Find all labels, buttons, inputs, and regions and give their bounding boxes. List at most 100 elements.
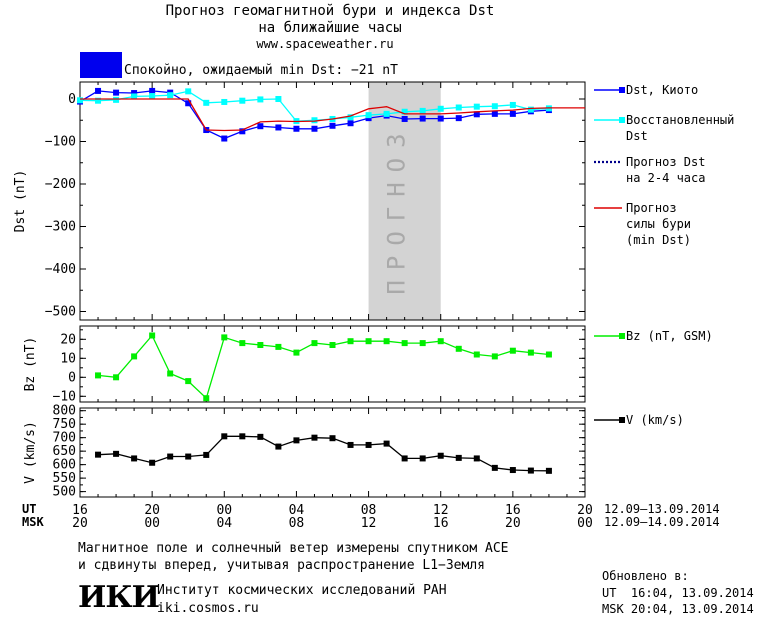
x-tick-label-ut: 20 bbox=[144, 503, 160, 518]
x-tick-label-ut: 12 bbox=[433, 503, 449, 518]
data-point bbox=[167, 453, 174, 460]
data-point bbox=[473, 351, 480, 358]
y-tick-label: 0 bbox=[68, 92, 76, 107]
institute-site[interactable]: iki.cosmos.ru bbox=[157, 601, 259, 616]
institute-name: Институт космических исследований РАН bbox=[157, 583, 447, 598]
x-tick-label-ut: 08 bbox=[361, 503, 377, 518]
data-point bbox=[131, 93, 138, 100]
x-tick-label-msk: 00 bbox=[144, 516, 160, 530]
data-point bbox=[527, 349, 534, 356]
data-point bbox=[401, 340, 408, 347]
data-point bbox=[149, 459, 156, 466]
x-tick-label-ut: 04 bbox=[289, 503, 305, 518]
x-tick-label-msk: 08 bbox=[289, 516, 305, 530]
status-color-swatch bbox=[80, 52, 122, 78]
data-point bbox=[95, 87, 102, 94]
y-tick-label: 0 bbox=[68, 370, 76, 385]
data-point bbox=[509, 467, 516, 474]
data-point bbox=[329, 342, 336, 348]
data-point bbox=[383, 110, 390, 117]
y-tick-label: 10 bbox=[60, 351, 76, 366]
data-point bbox=[491, 353, 498, 360]
series-line bbox=[97, 435, 549, 472]
data-point bbox=[419, 107, 426, 114]
series-line bbox=[80, 98, 585, 132]
y-tick-label: 650 bbox=[53, 444, 76, 459]
data-point bbox=[473, 111, 480, 118]
data-point bbox=[293, 437, 300, 444]
y-tick-label: 20 bbox=[60, 332, 76, 347]
data-point bbox=[95, 372, 102, 379]
updated-msk: MSK 20:04, 13.09.2014 bbox=[602, 602, 754, 616]
data-point bbox=[311, 434, 318, 441]
data-point bbox=[545, 467, 552, 474]
data-point bbox=[455, 104, 462, 111]
data-point bbox=[185, 378, 192, 385]
data-point bbox=[113, 96, 120, 103]
footer-note-line-1: Магнитное поле и солнечный ветер измерен… bbox=[78, 541, 509, 556]
data-point bbox=[185, 100, 192, 107]
x-tick-label-msk: 16 bbox=[433, 516, 449, 530]
data-point bbox=[383, 440, 390, 447]
iki-logo: ИКИ bbox=[78, 580, 160, 615]
data-point bbox=[221, 334, 228, 341]
data-point bbox=[437, 452, 444, 459]
data-point bbox=[257, 433, 264, 440]
data-point bbox=[491, 464, 498, 471]
legend-label: (min Dst) bbox=[626, 233, 691, 247]
data-point bbox=[203, 451, 210, 458]
y-tick-label: 800 bbox=[53, 404, 76, 419]
data-point bbox=[275, 124, 282, 131]
data-point bbox=[365, 441, 372, 448]
data-point bbox=[329, 435, 336, 442]
data-point bbox=[149, 87, 156, 94]
data-point bbox=[167, 92, 174, 99]
data-point bbox=[293, 125, 300, 132]
data-point bbox=[473, 455, 480, 462]
data-point bbox=[95, 451, 102, 458]
series-line bbox=[97, 334, 549, 400]
y-tick-label: −400 bbox=[45, 262, 76, 277]
data-point bbox=[275, 96, 282, 102]
data-point bbox=[131, 353, 138, 360]
legend-label: Bz (nT, GSM) bbox=[626, 329, 713, 343]
data-point bbox=[257, 123, 264, 130]
data-point bbox=[221, 98, 228, 105]
data-point bbox=[131, 455, 138, 462]
legend-label: V (km/s) bbox=[626, 413, 684, 427]
updated-ut: UT 16:04, 13.09.2014 bbox=[602, 586, 754, 600]
data-point bbox=[419, 340, 426, 347]
y-tick-label: −200 bbox=[45, 177, 76, 192]
y-tick-label: −10 bbox=[53, 389, 76, 404]
data-point bbox=[311, 117, 318, 124]
data-point bbox=[329, 122, 336, 129]
forecast-label: ПРОГНОЗ bbox=[383, 123, 411, 294]
data-point bbox=[419, 115, 426, 122]
y-axis-label: V (km/s) bbox=[23, 421, 38, 484]
data-point bbox=[347, 114, 354, 121]
data-point bbox=[365, 338, 372, 345]
data-point bbox=[491, 103, 498, 110]
data-point bbox=[437, 115, 444, 122]
data-point bbox=[239, 128, 246, 135]
data-point bbox=[221, 433, 228, 440]
data-point bbox=[275, 343, 282, 350]
legend-label: силы бури bbox=[626, 217, 691, 231]
data-point bbox=[185, 453, 192, 460]
y-tick-label: −300 bbox=[45, 220, 76, 235]
title-line-1: Прогноз геомагнитной бури и индекса Dst bbox=[165, 3, 495, 19]
title-line-2: на ближайшие часы bbox=[258, 20, 402, 36]
data-point bbox=[293, 349, 300, 356]
legend-swatch-marker bbox=[619, 87, 625, 93]
data-point bbox=[509, 110, 516, 117]
data-point bbox=[239, 340, 246, 347]
data-point bbox=[77, 97, 83, 104]
data-point bbox=[167, 370, 174, 377]
data-point bbox=[113, 89, 120, 96]
legend-label: Восстановленный bbox=[626, 113, 734, 127]
data-point bbox=[491, 110, 498, 117]
y-tick-label: −500 bbox=[45, 305, 76, 320]
legend-label: Прогноз bbox=[626, 201, 677, 215]
source-url[interactable]: www.spaceweather.ru bbox=[256, 37, 394, 51]
